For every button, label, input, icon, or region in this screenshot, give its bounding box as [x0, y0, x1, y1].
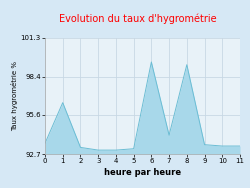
X-axis label: heure par heure: heure par heure — [104, 168, 181, 177]
Y-axis label: Taux hygrométrie %: Taux hygrométrie % — [11, 61, 18, 131]
Text: Evolution du taux d'hygrométrie: Evolution du taux d'hygrométrie — [59, 13, 216, 24]
